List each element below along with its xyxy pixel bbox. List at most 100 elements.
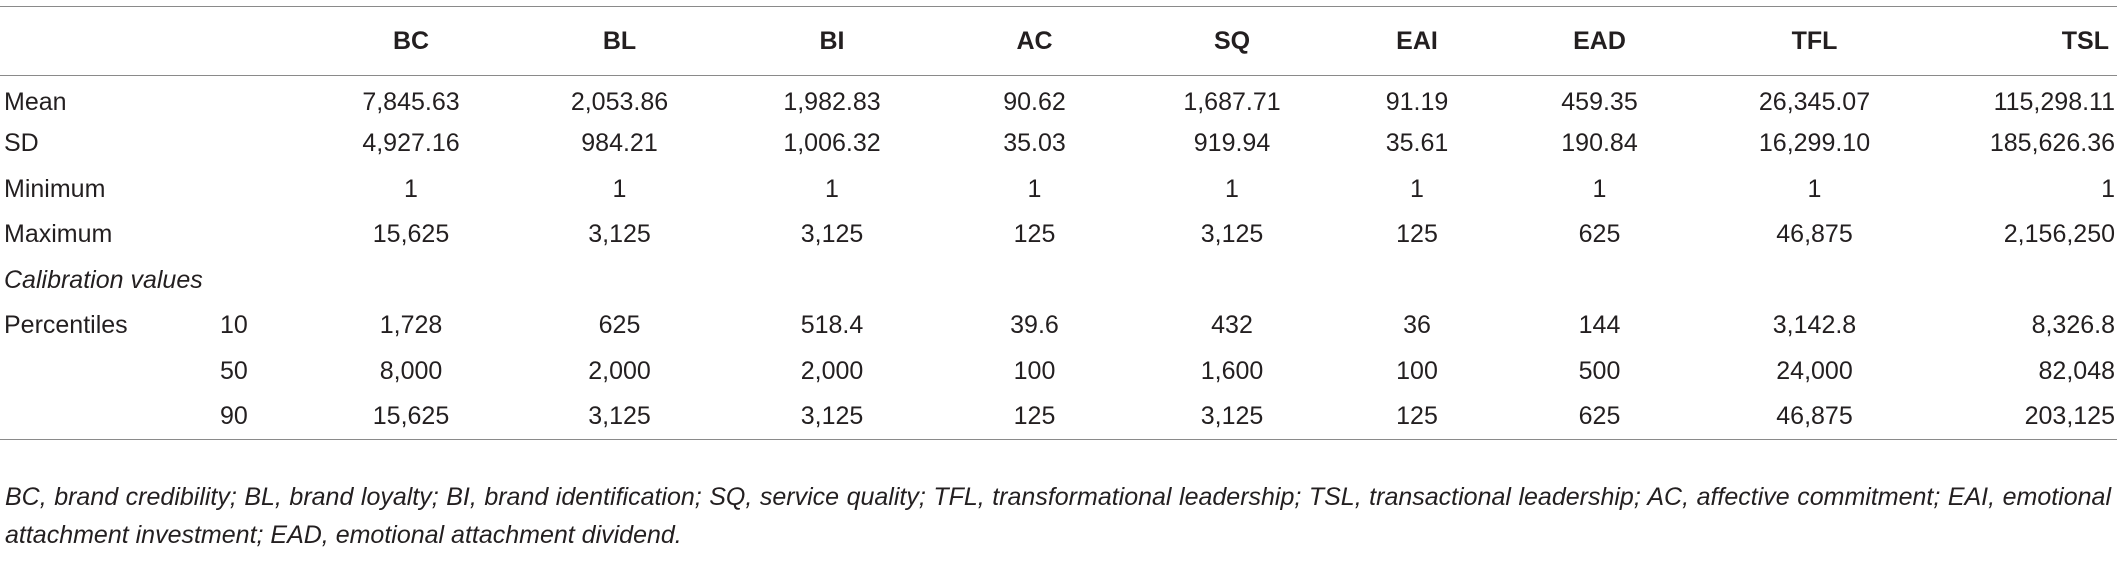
cell-value: 3,125 xyxy=(1132,394,1332,440)
percentile-level: 10 xyxy=(220,311,248,340)
column-header: SQ xyxy=(1132,6,1332,76)
table-row: Maximum 15,625 3,125 3,125 125 3,125 125 625 46,… xyxy=(0,212,2117,258)
cell-value: 1 xyxy=(1592,174,1607,203)
cell-value xyxy=(727,258,937,304)
cell-value xyxy=(310,258,512,304)
cell-value: 3,125 xyxy=(512,394,727,440)
cell-value xyxy=(937,258,1132,304)
cell-value: 125 xyxy=(1396,220,1438,249)
table-row: Percentiles 10 1,728 625 518.4 39.6 432 36 144 3,… xyxy=(0,303,2117,349)
header-blank xyxy=(0,6,220,76)
cell-value: 100 xyxy=(1013,356,1056,385)
cell-value: 1,600 xyxy=(1200,356,1264,385)
cell-value xyxy=(1502,258,1697,304)
cell-value: 8,000 xyxy=(379,356,443,385)
cell-value: 15,625 xyxy=(372,220,450,249)
cell-value: 1,982.83 xyxy=(783,88,881,116)
header-row: BC BL BI AC SQ EAI EAD TFL TSL xyxy=(0,6,2117,76)
cell-value xyxy=(1697,258,1932,304)
cell-value: 46,875 xyxy=(1776,220,1853,249)
cell-value: 115,298.11 xyxy=(1993,88,2115,116)
cell-value: 459.35 xyxy=(1561,88,1638,116)
cell-value: 46,875 xyxy=(1697,394,1932,440)
cell-value: 1 xyxy=(1027,174,1042,203)
percentile-level xyxy=(220,258,310,304)
cell-value: 919.94 xyxy=(1193,129,1271,158)
cell-value: 625 xyxy=(1502,394,1697,440)
row-label xyxy=(0,394,220,440)
cell-value: 984.21 xyxy=(581,129,658,158)
cell-value: 1 xyxy=(825,174,839,203)
cell-value: 3,125 xyxy=(1200,220,1264,249)
cell-value: 26,345.07 xyxy=(1758,88,1871,116)
table-footnote: BC, brand credibility; BL, brand loyalty… xyxy=(5,483,2111,549)
cell-value: 1 xyxy=(1225,174,1239,203)
column-header: EAD xyxy=(1502,6,1697,76)
cell-value xyxy=(1932,258,2117,304)
row-label: Minimum xyxy=(4,174,106,203)
column-header: BL xyxy=(512,6,727,76)
percentile-level xyxy=(220,76,310,122)
cell-value: 2,053.86 xyxy=(570,88,669,116)
cell-value: 15,625 xyxy=(310,394,512,440)
cell-value: 3,142.8 xyxy=(1772,311,1857,340)
cell-value: 203,125 xyxy=(1932,394,2117,440)
cell-value: 35.03 xyxy=(1003,129,1066,158)
cell-value: 432 xyxy=(1211,311,1253,340)
cell-value: 16,299.10 xyxy=(1758,129,1871,158)
percentile-level xyxy=(220,121,310,167)
row-label: Calibration values xyxy=(4,265,203,294)
cell-value xyxy=(1132,258,1332,304)
cell-value: 1 xyxy=(612,174,627,203)
percentile-level: 90 xyxy=(220,394,310,440)
cell-value: 518.4 xyxy=(800,311,864,340)
row-label: Maximum xyxy=(4,220,113,249)
row-label: Percentiles xyxy=(4,311,128,340)
cell-value: 3,125 xyxy=(800,220,864,249)
table-row: 50 8,000 2,000 2,000 100 1,600 100 500 24,000 82,… xyxy=(0,349,2117,395)
table-row: 90 15,625 3,125 3,125 125 3,125 125 625 46,875 20… xyxy=(0,394,2117,440)
cell-value: 8,326.8 xyxy=(2031,311,2115,340)
cell-value: 2,000 xyxy=(800,356,864,385)
cell-value xyxy=(512,258,727,304)
cell-value: 1 xyxy=(2101,174,2115,203)
descriptive-statistics-table: BC BL BI AC SQ EAI EAD TFL TSL Mean 7,845… xyxy=(0,6,2117,440)
row-label xyxy=(0,349,220,395)
column-header: EAI xyxy=(1332,6,1502,76)
cell-value: 125 xyxy=(1013,220,1056,249)
table-row: Minimum 1 1 1 1 1 1 1 1 1 xyxy=(0,167,2117,213)
cell-value: 1,728 xyxy=(379,311,443,340)
column-header: TFL xyxy=(1697,6,1932,76)
cell-value: 185,626.36 xyxy=(1989,129,2115,158)
column-header: BI xyxy=(727,6,937,76)
cell-value: 24,000 xyxy=(1776,356,1853,385)
cell-value: 39.6 xyxy=(1010,311,1059,340)
table-row: SD 4,927.16 984.21 1,006.32 35.03 919.94 35.61… xyxy=(0,121,2117,167)
cell-value: 1 xyxy=(1807,174,1822,203)
cell-value: 4,927.16 xyxy=(362,129,460,158)
percentile-level xyxy=(220,212,310,258)
cell-value: 125 xyxy=(1332,394,1502,440)
cell-value xyxy=(1332,258,1502,304)
percentile-level: 50 xyxy=(220,356,248,385)
percentile-level xyxy=(220,167,310,213)
cell-value: 144 xyxy=(1578,311,1621,340)
cell-value: 1 xyxy=(404,174,418,203)
cell-value: 3,125 xyxy=(588,220,651,249)
cell-value: 100 xyxy=(1396,356,1438,385)
cell-value: 190.84 xyxy=(1561,129,1638,158)
row-label: Mean xyxy=(4,88,67,116)
cell-value: 625 xyxy=(1578,220,1621,249)
cell-value: 7,845.63 xyxy=(362,88,460,116)
cell-value: 2,156,250 xyxy=(2003,220,2115,249)
column-header: AC xyxy=(937,6,1132,76)
table-row: Calibration values xyxy=(0,258,2117,304)
cell-value: 36 xyxy=(1403,311,1431,340)
cell-value: 82,048 xyxy=(2038,356,2115,385)
cell-value: 90.62 xyxy=(1003,88,1066,116)
column-header: BC xyxy=(310,6,512,76)
cell-value: 91.19 xyxy=(1385,88,1449,116)
cell-value: 3,125 xyxy=(727,394,937,440)
cell-value: 625 xyxy=(598,311,641,340)
